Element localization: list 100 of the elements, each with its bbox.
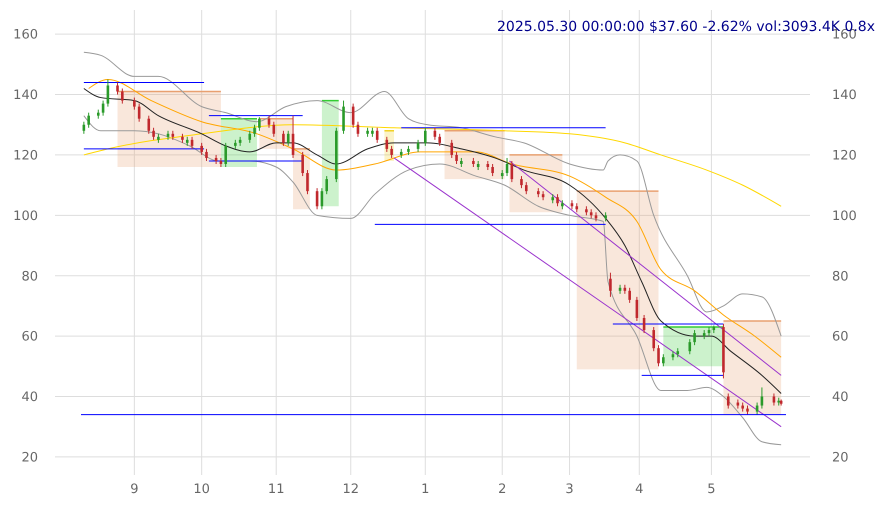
candlestick bbox=[642, 314, 646, 334]
candlestick bbox=[82, 121, 86, 134]
candlestick bbox=[121, 88, 124, 104]
line-series bbox=[83, 52, 782, 337]
candlestick bbox=[652, 326, 656, 352]
candlestick bbox=[450, 139, 454, 158]
candlestick bbox=[407, 145, 410, 156]
y-tick-label: 140 bbox=[13, 88, 38, 104]
candlestick bbox=[286, 130, 290, 146]
candlestick bbox=[87, 112, 90, 128]
candlestick bbox=[542, 190, 544, 201]
candlestick bbox=[172, 130, 174, 140]
candlestick bbox=[594, 212, 598, 222]
candlestick bbox=[400, 148, 403, 158]
candlestick bbox=[102, 100, 104, 116]
candlestick bbox=[741, 402, 744, 412]
candlestick bbox=[234, 139, 237, 150]
candlestick bbox=[258, 116, 261, 132]
candlestick bbox=[575, 202, 578, 213]
candlestick bbox=[253, 124, 256, 138]
candlestick bbox=[746, 405, 749, 416]
candlestick bbox=[138, 103, 140, 122]
candlestick bbox=[376, 127, 378, 144]
candlestick bbox=[205, 148, 208, 162]
candlestick bbox=[585, 206, 588, 216]
x-tick-label: 12 bbox=[342, 482, 360, 497]
candlestick bbox=[491, 163, 494, 177]
x-tick-label: 9 bbox=[130, 482, 138, 497]
candlestick bbox=[609, 272, 612, 298]
candlestick bbox=[282, 130, 285, 146]
candlestick bbox=[624, 284, 626, 294]
candlestick bbox=[133, 97, 136, 110]
x-tick-label: 2 bbox=[498, 482, 506, 497]
candlestick bbox=[292, 115, 294, 158]
y-tick-label: 60 bbox=[21, 330, 38, 345]
candlestick bbox=[756, 402, 758, 416]
candlestick bbox=[693, 330, 696, 346]
candlestick bbox=[628, 287, 631, 304]
y2-tick-label: 20 bbox=[832, 450, 849, 466]
candlestick bbox=[186, 136, 189, 146]
x-tick-label: 10 bbox=[193, 482, 210, 497]
candlestick bbox=[106, 78, 110, 108]
line-series bbox=[83, 88, 782, 394]
candlestick bbox=[590, 208, 592, 219]
candlestick bbox=[386, 136, 388, 152]
x-tick-label: 1 bbox=[421, 482, 430, 497]
candlestick bbox=[736, 399, 740, 410]
candlestick bbox=[460, 157, 463, 168]
candlestick bbox=[688, 338, 692, 355]
candlestick bbox=[536, 188, 540, 198]
candlestick bbox=[604, 212, 607, 222]
y2-tick-label: 100 bbox=[832, 208, 857, 224]
candlestick bbox=[352, 103, 354, 128]
candlestick bbox=[268, 115, 270, 128]
candlestick bbox=[726, 392, 730, 410]
candlestick bbox=[147, 115, 150, 134]
candlestick bbox=[248, 130, 252, 144]
candlestick bbox=[520, 176, 523, 189]
candlestick bbox=[220, 157, 222, 168]
candlestick bbox=[157, 133, 160, 144]
candlestick bbox=[455, 151, 458, 164]
candlestick bbox=[424, 127, 427, 146]
candlestick bbox=[320, 188, 324, 210]
y2-tick-label: 140 bbox=[832, 88, 857, 104]
candlestick bbox=[676, 348, 680, 358]
line-series bbox=[83, 115, 782, 446]
candlestick bbox=[472, 157, 475, 168]
candlestick bbox=[570, 200, 574, 210]
candlestick bbox=[116, 82, 119, 96]
candlestick bbox=[486, 160, 490, 171]
candlestick bbox=[371, 127, 374, 138]
candlestick bbox=[166, 130, 170, 140]
candlestick bbox=[760, 386, 764, 410]
y-tick-label: 20 bbox=[21, 450, 38, 466]
candlestick bbox=[772, 392, 776, 406]
candlestick bbox=[636, 296, 638, 322]
candlestick bbox=[524, 182, 528, 195]
x-tick-label: 11 bbox=[268, 482, 284, 497]
candlestick bbox=[200, 142, 203, 156]
y-tick-label: 160 bbox=[13, 28, 38, 43]
y-tick-label: 40 bbox=[21, 390, 38, 406]
candlestick bbox=[434, 127, 436, 140]
candlestick bbox=[551, 194, 554, 204]
candlestick bbox=[672, 350, 674, 361]
candlestick bbox=[438, 133, 442, 146]
y-tick-label: 80 bbox=[21, 269, 38, 284]
candlestick bbox=[618, 284, 622, 294]
candlestick bbox=[556, 194, 559, 207]
candlestick bbox=[510, 160, 514, 183]
y2-tick-label: 80 bbox=[832, 269, 849, 284]
x-tick-label: 4 bbox=[635, 482, 644, 497]
y2-tick-label: 40 bbox=[832, 390, 849, 406]
candlestick bbox=[152, 127, 155, 140]
candlestick bbox=[366, 127, 369, 138]
candlestick bbox=[390, 145, 393, 158]
y2-tick-label: 60 bbox=[832, 330, 849, 345]
y-tick-label: 100 bbox=[13, 208, 38, 224]
candlestick bbox=[272, 121, 276, 138]
candlestick bbox=[325, 176, 328, 195]
line-series bbox=[83, 124, 782, 207]
